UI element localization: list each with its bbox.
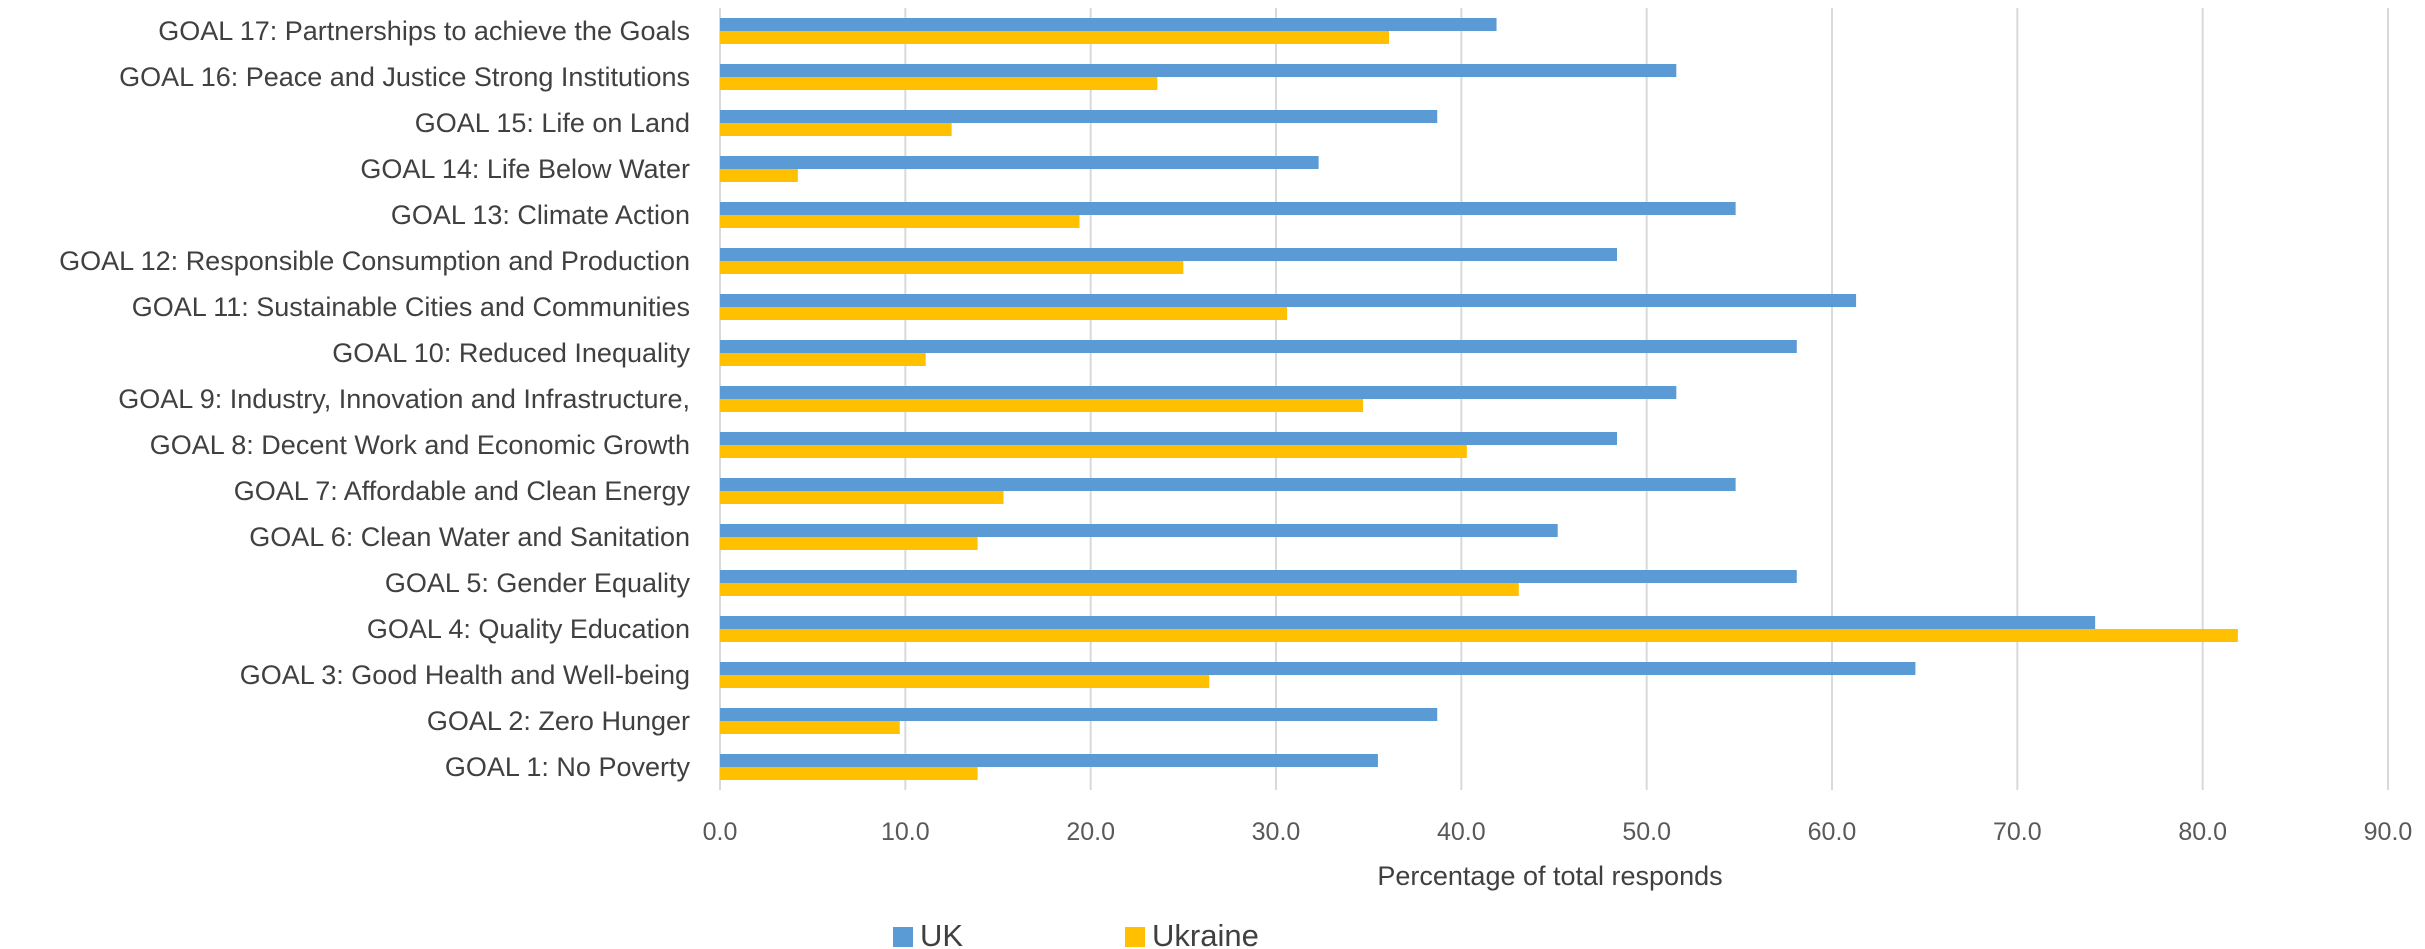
category-label: GOAL 8: Decent Work and Economic Growth: [150, 430, 690, 460]
legend: UK Ukraine: [893, 918, 1259, 949]
bar-uk: [720, 248, 1618, 261]
x-tick-label: 90.0: [2364, 818, 2413, 846]
bar-uk: [720, 156, 1319, 169]
x-tick-label: 20.0: [1066, 818, 1115, 846]
bar-uk: [720, 662, 1916, 675]
category-label: GOAL 15: Life on Land: [415, 108, 690, 138]
x-tick-label: 70.0: [1993, 818, 2042, 846]
x-tick-label: 0.0: [703, 818, 738, 846]
bar-uk: [720, 754, 1378, 767]
bar-ukraine: [720, 123, 952, 136]
bar-uk: [720, 18, 1497, 31]
bar-uk: [720, 524, 1558, 537]
bar-ukraine: [720, 445, 1467, 458]
bar-uk: [720, 340, 1797, 353]
category-label: GOAL 4: Quality Education: [367, 614, 690, 644]
bar-uk: [720, 386, 1677, 399]
category-label: GOAL 11: Sustainable Cities and Communit…: [132, 292, 690, 322]
category-label: GOAL 10: Reduced Inequality: [332, 338, 690, 368]
bars: [720, 18, 2238, 780]
category-label: GOAL 7: Affordable and Clean Energy: [234, 476, 691, 506]
bar-ukraine: [720, 215, 1080, 228]
category-labels: GOAL 1: No Poverty GOAL 2: Zero Hunger GOA…: [59, 16, 690, 782]
bar-uk: [720, 570, 1797, 583]
bar-ukraine: [720, 307, 1288, 320]
category-label: GOAL 9: Industry, Innovation and Infrast…: [118, 384, 690, 414]
bar-uk: [720, 478, 1736, 491]
x-tick-label: 80.0: [2178, 818, 2227, 846]
bar-uk: [720, 432, 1618, 445]
bar-ukraine: [720, 583, 1519, 596]
bar-ukraine: [720, 491, 1004, 504]
bar-ukraine: [720, 77, 1158, 90]
category-label: GOAL 12: Responsible Consumption and Pro…: [59, 246, 690, 276]
legend-swatch-ukraine: [1125, 927, 1145, 947]
x-tick-label: 40.0: [1437, 818, 1486, 846]
bar-uk: [720, 110, 1438, 123]
bar-uk: [720, 708, 1438, 721]
legend-label-uk: UK: [920, 918, 963, 949]
bar-ukraine: [720, 721, 900, 734]
bar-uk: [720, 294, 1857, 307]
x-tick-label: 30.0: [1252, 818, 1301, 846]
legend-label-ukraine: Ukraine: [1152, 918, 1259, 949]
bar-ukraine: [720, 261, 1184, 274]
x-tick-label: 10.0: [881, 818, 930, 846]
x-axis-title: Percentage of total responds: [1377, 861, 1722, 891]
legend-swatch-uk: [893, 927, 913, 947]
category-label: GOAL 5: Gender Equality: [385, 568, 691, 598]
bar-ukraine: [720, 399, 1364, 412]
category-label: GOAL 14: Life Below Water: [360, 154, 690, 184]
bar-ukraine: [720, 675, 1210, 688]
bar-ukraine: [720, 629, 2238, 642]
bar-uk: [720, 616, 2096, 629]
bar-ukraine: [720, 767, 978, 780]
bar-ukraine: [720, 169, 798, 182]
bar-ukraine: [720, 31, 1390, 44]
category-label: GOAL 6: Clean Water and Sanitation: [249, 522, 690, 552]
bar-ukraine: [720, 537, 978, 550]
bar-ukraine: [720, 353, 926, 366]
category-label: GOAL 17: Partnerships to achieve the Goa…: [158, 16, 690, 46]
category-label: GOAL 1: No Poverty: [445, 752, 691, 782]
category-label: GOAL 16: Peace and Justice Strong Instit…: [119, 62, 690, 92]
category-label: GOAL 3: Good Health and Well-being: [240, 660, 690, 690]
x-tick-label: 60.0: [1808, 818, 1857, 846]
x-tick-labels: 0.0 10.0 20.0 30.0 40.0 50.0 60.0 70.0 80.0 90.0: [703, 818, 2413, 846]
category-label: GOAL 2: Zero Hunger: [427, 706, 690, 736]
bar-uk: [720, 202, 1736, 215]
x-tick-label: 50.0: [1622, 818, 1671, 846]
bar-uk: [720, 64, 1677, 77]
category-label: GOAL 13: Climate Action: [391, 200, 690, 230]
